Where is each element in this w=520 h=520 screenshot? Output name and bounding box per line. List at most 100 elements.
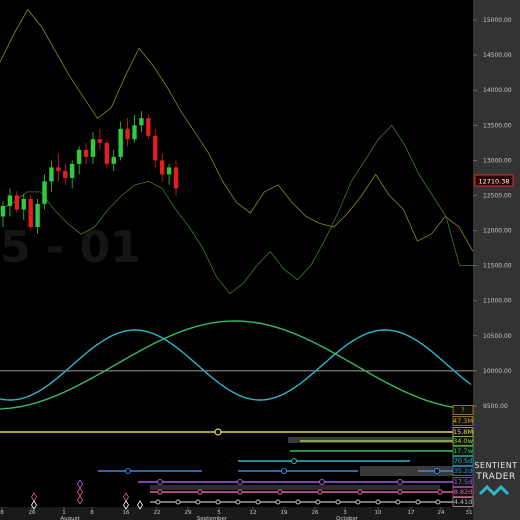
price-tag: 12710.38 <box>474 174 514 187</box>
brand-wave-icon <box>478 484 510 497</box>
candle-body <box>118 128 123 157</box>
cycle-phase-marker <box>395 499 401 505</box>
candle-body <box>70 163 75 178</box>
candle-body <box>63 170 68 178</box>
candle-body <box>125 128 130 140</box>
candle-body <box>28 198 33 228</box>
cycle-shade <box>360 466 473 476</box>
cycle-phase-marker <box>397 489 403 495</box>
cycle-phase-marker <box>155 499 161 505</box>
cycle-phase-marker <box>157 489 163 495</box>
x-month-label: October <box>336 516 359 520</box>
candle-body <box>111 156 116 164</box>
candle-body <box>97 139 103 143</box>
cycle-phase-marker <box>195 499 201 505</box>
candle-body <box>0 205 6 217</box>
cycle-badge <box>452 497 474 507</box>
cycle-phase-marker <box>237 479 243 485</box>
x-tick-label: 1 <box>62 510 66 516</box>
cycle-phase-marker <box>415 499 421 505</box>
x-tick-label: 10 <box>375 510 382 516</box>
cycle-badge-label: 8.82d <box>454 488 473 496</box>
cycle-badge <box>452 436 474 446</box>
x-tick-label: 12 <box>250 510 257 516</box>
cycle-phase-marker <box>214 428 222 436</box>
cycle-phase-marker <box>295 499 301 505</box>
candle-body <box>146 118 151 136</box>
y-tick-label: 13500.00 <box>483 122 512 129</box>
x-tick-label: 29 <box>185 510 192 516</box>
cycle-phase-marker <box>434 468 440 474</box>
band-lines <box>0 8 474 295</box>
cycle-phase-marker <box>375 499 381 505</box>
cycle-phase-marker <box>277 489 283 495</box>
x-axis-strip <box>0 507 473 520</box>
cycle-phase-marker <box>335 499 341 505</box>
cycle-badge <box>452 416 474 426</box>
x-month-label: August <box>60 516 80 520</box>
cycle-phase-marker <box>435 499 441 505</box>
candle-body <box>83 149 89 157</box>
cycle-phase-marker <box>317 489 323 495</box>
cycle-phase-marker <box>397 479 403 485</box>
candle-body <box>49 167 54 182</box>
lower-band-line <box>0 124 473 295</box>
diamond-marker <box>123 500 129 510</box>
candle-body <box>159 160 165 175</box>
candle-body <box>7 195 13 206</box>
diamond-marker <box>31 500 37 510</box>
cycle-phase-marker <box>255 499 261 505</box>
cycle-badge <box>452 477 474 487</box>
x-tick-label: 16 <box>123 510 130 516</box>
cycle-badge <box>452 446 474 456</box>
cycle-phase-marker <box>315 499 321 505</box>
cycle-badge-label: 4.41d <box>454 498 473 506</box>
cycle-shade <box>150 485 440 490</box>
x-tick-label: 26 <box>29 510 36 516</box>
watermark: 5 - 01 <box>0 222 141 273</box>
candle-body <box>42 181 47 204</box>
cycle-phase-marker <box>175 499 181 505</box>
y-tick-label: 14000.00 <box>483 87 512 94</box>
cycle-badge <box>452 466 474 476</box>
x-tick-label: 31 <box>466 510 473 516</box>
x-tick-label: 5 <box>217 510 221 516</box>
cycle-phase-marker <box>355 499 361 505</box>
x-tick-label: 19 <box>281 510 288 516</box>
cycle-badge-label: 17.7w <box>453 447 473 455</box>
x-tick-label: 26 <box>312 510 319 516</box>
candle-body <box>56 167 61 171</box>
y-tick-label: 12500.00 <box>483 192 512 199</box>
composite-wave-green <box>0 320 472 410</box>
y-tick-label: 14500.00 <box>483 52 512 59</box>
candle-body <box>76 149 82 164</box>
cycle-phase-marker <box>357 489 363 495</box>
cycle-phase-marker <box>157 479 163 485</box>
cycle-phase-marker <box>319 479 325 485</box>
y-tick-label: 10000.00 <box>483 368 512 375</box>
y-tick-label: 9500.00 <box>483 403 508 410</box>
cycle-badge-label: 70.5d <box>454 457 473 465</box>
cycle-phase-marker <box>237 489 243 495</box>
cycle-badge <box>452 487 474 497</box>
cycle-badge-label: ? <box>461 406 464 414</box>
cycle-badge-label: 15.8M <box>453 428 473 436</box>
y-tick-label: 10500.00 <box>483 333 512 340</box>
candle-body <box>90 139 96 157</box>
cycle-badge-label: 35.2d <box>454 467 473 475</box>
diamond-markers <box>31 479 143 510</box>
upper-band-line <box>0 8 474 252</box>
y-tick-label: 11500.00 <box>483 263 512 270</box>
candle-body <box>104 142 109 164</box>
composite-waves <box>0 320 473 410</box>
candle-body <box>132 125 137 140</box>
price-tag-value: 12710.38 <box>478 178 509 186</box>
candle-body <box>153 135 158 161</box>
cycle-badge-label: 47.3M <box>453 417 473 425</box>
diamond-marker <box>137 500 143 510</box>
cycle-phase-marker <box>197 489 203 495</box>
composite-wave-cyan <box>0 329 472 401</box>
candle-body <box>35 203 40 228</box>
